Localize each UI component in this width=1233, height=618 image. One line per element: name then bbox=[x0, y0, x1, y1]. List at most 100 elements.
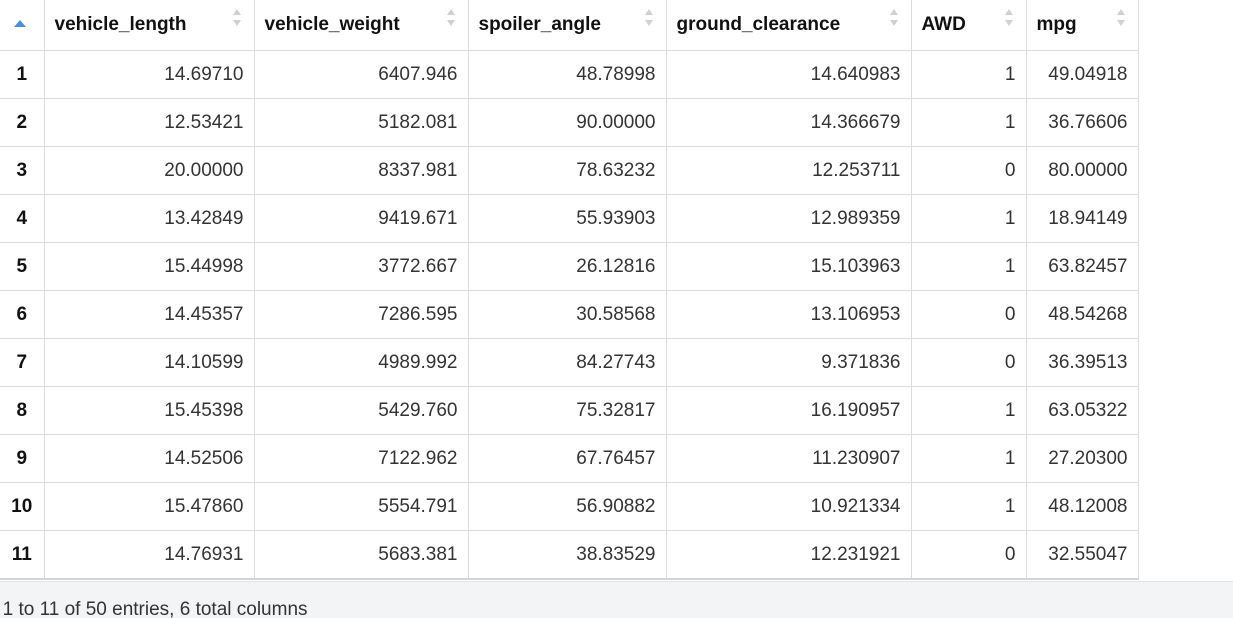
row-index: 9 bbox=[0, 434, 45, 483]
table-row: 1 14.69710 6407.946 48.78998 14.640983 1… bbox=[0, 50, 1139, 99]
table-cell: 0 bbox=[910, 146, 1027, 195]
table-cell: 0 bbox=[910, 530, 1027, 580]
table-cell: 11.230907 bbox=[665, 434, 912, 483]
table-cell: 1 bbox=[910, 194, 1027, 243]
table-row: 7 14.10599 4989.992 84.27743 9.371836 0 … bbox=[0, 338, 1139, 387]
table-cell: 48.54268 bbox=[1025, 290, 1139, 339]
row-index: 10 bbox=[0, 482, 45, 531]
table-cell: 7122.962 bbox=[253, 434, 469, 483]
sort-both-icon bbox=[232, 8, 242, 28]
table-cell: 13.42849 bbox=[43, 194, 255, 243]
index-column-header[interactable] bbox=[0, 0, 45, 51]
table-cell: 8337.981 bbox=[253, 146, 469, 195]
table-cell: 0 bbox=[910, 338, 1027, 387]
table-cell: 16.190957 bbox=[665, 386, 912, 435]
table-row: 4 13.42849 9419.671 55.93903 12.989359 1… bbox=[0, 194, 1139, 243]
table-cell: 1 bbox=[910, 482, 1027, 531]
row-index: 6 bbox=[0, 290, 45, 339]
table-cell: 13.106953 bbox=[665, 290, 912, 339]
column-header-vehicle-weight[interactable]: vehicle_weight bbox=[253, 0, 469, 51]
entries-info: ing 1 to 11 of 50 entries, 6 total colum… bbox=[0, 599, 308, 618]
table-cell: 1 bbox=[910, 98, 1027, 147]
table-cell: 1 bbox=[910, 242, 1027, 291]
column-header-ground-clearance[interactable]: ground_clearance bbox=[665, 0, 912, 51]
table-cell: 27.20300 bbox=[1025, 434, 1139, 483]
table-cell: 90.00000 bbox=[467, 98, 667, 147]
column-header-mpg[interactable]: mpg bbox=[1025, 0, 1139, 51]
column-header-awd[interactable]: AWD bbox=[910, 0, 1027, 51]
table-cell: 15.47860 bbox=[43, 482, 255, 531]
table-row: 2 12.53421 5182.081 90.00000 14.366679 1… bbox=[0, 98, 1139, 147]
row-index: 3 bbox=[0, 146, 45, 195]
table-cell: 20.00000 bbox=[43, 146, 255, 195]
sort-both-icon bbox=[644, 8, 654, 28]
table-cell: 9419.671 bbox=[253, 194, 469, 243]
table-cell: 0 bbox=[910, 290, 1027, 339]
table-cell: 48.12008 bbox=[1025, 482, 1139, 531]
table-cell: 80.00000 bbox=[1025, 146, 1139, 195]
table-cell: 9.371836 bbox=[665, 338, 912, 387]
table-cell: 63.82457 bbox=[1025, 242, 1139, 291]
sort-both-icon bbox=[446, 8, 456, 28]
table-cell: 30.58568 bbox=[467, 290, 667, 339]
table-cell: 10.921334 bbox=[665, 482, 912, 531]
table-cell: 55.93903 bbox=[467, 194, 667, 243]
table-cell: 15.45398 bbox=[43, 386, 255, 435]
column-header-label: vehicle_length bbox=[54, 14, 187, 35]
table-cell: 12.253711 bbox=[665, 146, 912, 195]
table-cell: 5554.791 bbox=[253, 482, 469, 531]
table-footer: ing 1 to 11 of 50 entries, 6 total colum… bbox=[0, 581, 1233, 618]
table-cell: 5429.760 bbox=[253, 386, 469, 435]
row-index: 4 bbox=[0, 194, 45, 243]
row-index: 2 bbox=[0, 98, 45, 147]
table-cell: 12.231921 bbox=[665, 530, 912, 580]
table-row: 9 14.52506 7122.962 67.76457 11.230907 1… bbox=[0, 434, 1139, 483]
column-header-spoiler-angle[interactable]: spoiler_angle bbox=[467, 0, 667, 51]
table-cell: 26.12816 bbox=[467, 242, 667, 291]
table-cell: 14.76931 bbox=[43, 530, 255, 580]
table-cell: 49.04918 bbox=[1025, 50, 1139, 99]
table-cell: 14.366679 bbox=[665, 98, 912, 147]
sort-both-icon bbox=[889, 8, 899, 28]
column-header-label: spoiler_angle bbox=[478, 14, 602, 35]
table-cell: 14.45357 bbox=[43, 290, 255, 339]
table-cell: 4989.992 bbox=[253, 338, 469, 387]
table-cell: 48.78998 bbox=[467, 50, 667, 99]
row-index: 5 bbox=[0, 242, 45, 291]
table-cell: 75.32817 bbox=[467, 386, 667, 435]
row-index: 7 bbox=[0, 338, 45, 387]
table-cell: 15.44998 bbox=[43, 242, 255, 291]
row-index: 11 bbox=[0, 530, 45, 580]
table-cell: 12.53421 bbox=[43, 98, 255, 147]
table-cell: 14.52506 bbox=[43, 434, 255, 483]
table-cell: 5182.081 bbox=[253, 98, 469, 147]
table-cell: 14.640983 bbox=[665, 50, 912, 99]
table-row: 10 15.47860 5554.791 56.90882 10.921334 … bbox=[0, 482, 1139, 531]
row-index: 8 bbox=[0, 386, 45, 435]
column-header-vehicle-length[interactable]: vehicle_length bbox=[43, 0, 255, 51]
column-header-label: vehicle_weight bbox=[264, 14, 400, 35]
table-cell: 78.63232 bbox=[467, 146, 667, 195]
table-cell: 38.83529 bbox=[467, 530, 667, 580]
column-header-label: AWD bbox=[921, 14, 966, 35]
table-cell: 36.76606 bbox=[1025, 98, 1139, 147]
table-cell: 63.05322 bbox=[1025, 386, 1139, 435]
table-row: 5 15.44998 3772.667 26.12816 15.103963 1… bbox=[0, 242, 1139, 291]
table-cell: 56.90882 bbox=[467, 482, 667, 531]
table-cell: 67.76457 bbox=[467, 434, 667, 483]
table-cell: 32.55047 bbox=[1025, 530, 1139, 580]
table-cell: 1 bbox=[910, 386, 1027, 435]
table-row: 11 14.76931 5683.381 38.83529 12.231921 … bbox=[0, 530, 1139, 580]
table-cell: 15.103963 bbox=[665, 242, 912, 291]
column-header-label: ground_clearance bbox=[676, 14, 841, 35]
table-cell: 3772.667 bbox=[253, 242, 469, 291]
table-cell: 18.94149 bbox=[1025, 194, 1139, 243]
header-row: vehicle_length vehicle_weight spoiler_an… bbox=[0, 0, 1139, 51]
table-row: 6 14.45357 7286.595 30.58568 13.106953 0… bbox=[0, 290, 1139, 339]
table-row: 3 20.00000 8337.981 78.63232 12.253711 0… bbox=[0, 146, 1139, 195]
table-cell: 36.39513 bbox=[1025, 338, 1139, 387]
table-cell: 12.989359 bbox=[665, 194, 912, 243]
table-cell: 1 bbox=[910, 434, 1027, 483]
table-cell: 84.27743 bbox=[467, 338, 667, 387]
